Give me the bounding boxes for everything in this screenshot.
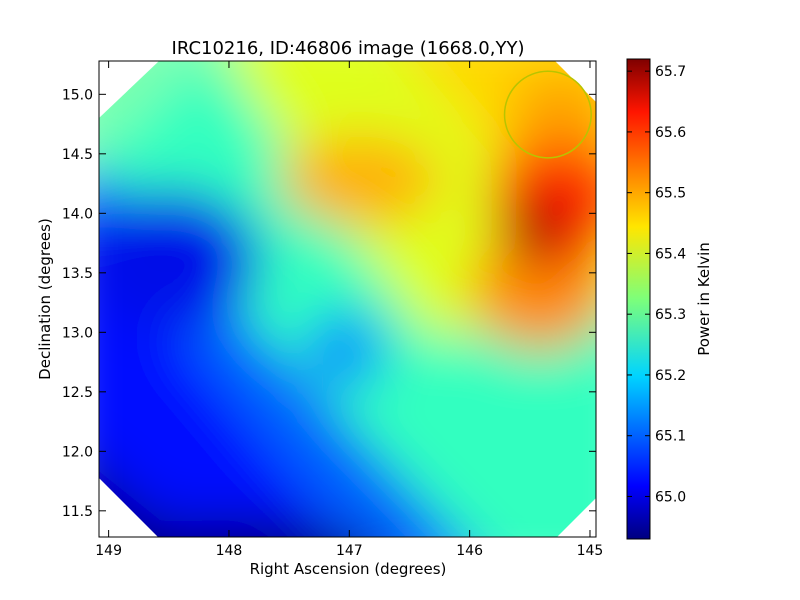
y-axis-ticks: 11.5 12.0 12.5 13.0 13.5 14.0 14.5 15.0: [62, 87, 596, 520]
y-axis-label: Declination (degrees): [36, 218, 54, 380]
y-tick-label: 14.0: [62, 206, 93, 222]
colorbar-tick-label: 65.6: [655, 125, 686, 141]
colorbar-tick-label: 65.4: [655, 246, 686, 262]
y-tick-label: 13.0: [62, 325, 93, 341]
y-tick-label: 12.5: [62, 385, 93, 401]
colorbar-tick-label: 65.5: [655, 186, 686, 202]
y-tick-label: 15.0: [62, 87, 93, 103]
colorbar: [626, 58, 651, 540]
colorbar-ticks: 65.0 65.1 65.2 65.3 65.4 65.5 65.6 65.7: [627, 64, 686, 505]
x-tick-label: 149: [95, 543, 122, 559]
colorbar-tick-label: 65.1: [655, 429, 686, 445]
colorbar-tick-label: 65.7: [655, 64, 686, 80]
colorbar-label: Power in Kelvin: [695, 242, 713, 356]
colorbar-tick-label: 65.2: [655, 368, 686, 384]
annotation-circle: [503, 70, 592, 159]
x-axis-label: Right Ascension (degrees): [250, 560, 447, 578]
colorbar-tick-label: 65.0: [655, 489, 686, 505]
x-axis-ticks: 149 148 147 146 145: [95, 61, 603, 559]
x-tick-label: 148: [216, 543, 243, 559]
y-tick-label: 11.5: [62, 504, 93, 520]
x-tick-label: 145: [577, 543, 604, 559]
colorbar-tick-label: 65.3: [655, 307, 686, 323]
x-tick-label: 147: [336, 543, 363, 559]
heatmap-image: [99, 61, 596, 537]
chart-title: IRC10216, ID:46806 image (1668.0,YY): [172, 38, 525, 59]
plot-frame: [98, 60, 597, 538]
y-tick-label: 12.0: [62, 444, 93, 460]
x-tick-label: 146: [456, 543, 483, 559]
y-tick-label: 13.5: [62, 266, 93, 282]
y-tick-label: 14.5: [62, 147, 93, 163]
